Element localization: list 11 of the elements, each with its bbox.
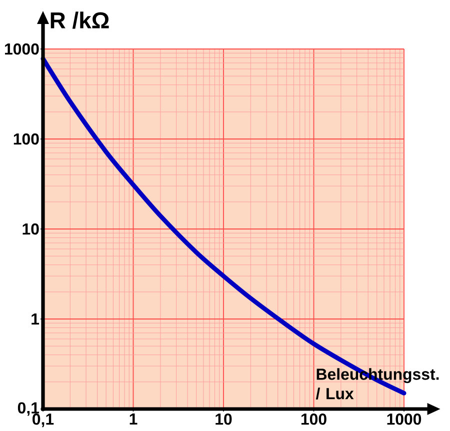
x-tick-label: 0,1 [32, 414, 54, 428]
y-tick-label: 100 [14, 133, 39, 145]
x-tick-label: 1 [130, 414, 138, 424]
x-tick-label: 10 [216, 414, 232, 425]
x-tick-label: 1000 [387, 414, 422, 425]
x-tick-label: 100 [301, 414, 326, 425]
y-tick-label: 1 [32, 314, 40, 324]
y-tick-label: 1000 [5, 43, 39, 55]
y-tick-label: 10 [22, 223, 39, 235]
y-tick-label: 0,1 [18, 402, 40, 416]
y-axis-title: R /kΩ [50, 12, 109, 29]
